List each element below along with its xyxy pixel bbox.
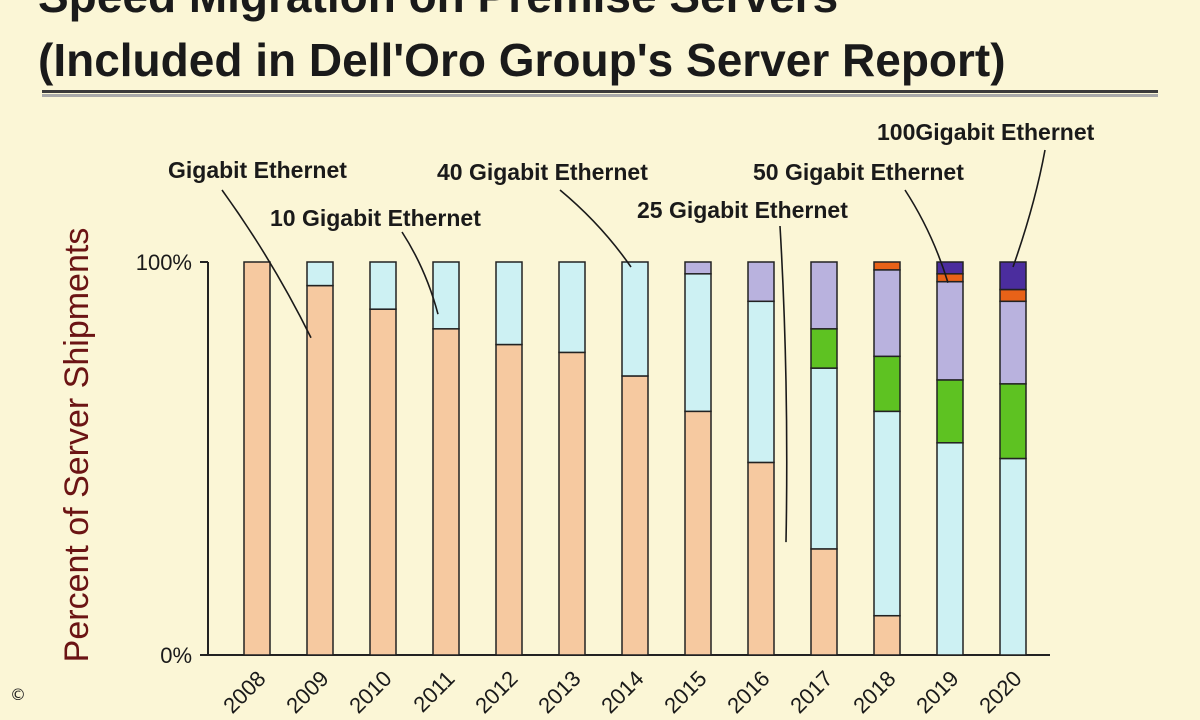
title-underline-shadow <box>42 94 1158 97</box>
bar-segment-2015-40-gigabit-ethernet <box>684 261 712 275</box>
category-label-2015: 2015 <box>659 666 711 718</box>
bar-segment-2014-10-gigabit-ethernet <box>621 261 649 377</box>
y-tick-label-0: 0% <box>160 643 192 668</box>
annotation-50-gigabit-ethernet: 50 Gigabit Ethernet <box>753 159 964 185</box>
category-label-2019: 2019 <box>911 666 963 718</box>
bar-segment-2009-gigabit-ethernet <box>306 284 334 656</box>
bar-segment-2010-10-gigabit-ethernet <box>369 261 397 310</box>
bar-segment-2020-40-gigabit-ethernet <box>999 300 1027 385</box>
bar-segment-2018-40-gigabit-ethernet <box>873 269 901 358</box>
annotation-leader-40-gigabit-ethernet <box>559 189 632 268</box>
category-label-2016: 2016 <box>722 666 774 718</box>
category-label-2012: 2012 <box>470 666 522 718</box>
bar-segment-2019-25-gigabit-ethernet <box>936 379 964 444</box>
annotation-100gigabit-ethernet: 100Gigabit Ethernet <box>877 119 1095 145</box>
category-label-2009: 2009 <box>281 666 333 718</box>
bar-segment-2018-gigabit-ethernet <box>873 614 901 656</box>
bar-segment-2016-10-gigabit-ethernet <box>747 300 775 464</box>
annotation-10-gigabit-ethernet: 10 Gigabit Ethernet <box>270 205 481 231</box>
annotation-25-gigabit-ethernet: 25 Gigabit Ethernet <box>637 197 848 223</box>
bar-segment-2016-gigabit-ethernet <box>747 461 775 656</box>
bar-segment-2017-10-gigabit-ethernet <box>810 367 838 550</box>
bar-segment-2014-gigabit-ethernet <box>621 375 649 656</box>
y-tick-label-100: 100% <box>136 250 192 275</box>
bar-segment-2018-10-gigabit-ethernet <box>873 410 901 617</box>
title-underline <box>42 90 1158 93</box>
copyright-mark: © <box>10 685 26 704</box>
category-label-2020: 2020 <box>974 666 1026 718</box>
bar-segment-2019-40-gigabit-ethernet <box>936 280 964 381</box>
annotations: Gigabit Ethernet 10 Gigabit Ethernet 40 Gi… <box>168 119 1095 543</box>
bar-segment-2019-10-gigabit-ethernet <box>936 442 964 656</box>
annotation-leader-10-gigabit-ethernet <box>401 231 439 315</box>
bar-segment-2017-gigabit-ethernet <box>810 548 838 656</box>
annotation-leader-gigabit-ethernet <box>221 189 312 339</box>
title-line-1: Speed Migration on Premise Servers <box>38 0 838 22</box>
category-label-2011: 2011 <box>408 666 459 717</box>
bar-segment-2020-10-gigabit-ethernet <box>999 457 1027 656</box>
bar-segment-2015-10-gigabit-ethernet <box>684 273 712 413</box>
annotation-gigabit-ethernet: Gigabit Ethernet <box>168 157 347 183</box>
category-label-2008: 2008 <box>218 666 270 718</box>
annotation-leader-25-gigabit-ethernet <box>779 225 788 543</box>
bar-segment-2008-gigabit-ethernet <box>243 261 271 656</box>
category-label-2018: 2018 <box>848 666 900 718</box>
annotation-leader-50-gigabit-ethernet <box>904 189 949 283</box>
bar-segment-2020-50-gigabit-ethernet <box>999 288 1027 303</box>
annotation-leader-100gigabit-ethernet <box>1012 149 1046 268</box>
bar-segment-2011-gigabit-ethernet <box>432 328 460 656</box>
category-label-2010: 2010 <box>344 666 396 718</box>
bars <box>243 261 1027 656</box>
category-labels: 2008 2009 2010 2011 2012 2013 2014 2015 2016 2017… <box>218 666 1026 718</box>
bar-segment-2011-10-gigabit-ethernet <box>432 261 460 330</box>
bar-segment-2010-gigabit-ethernet <box>369 308 397 656</box>
bar-segment-2013-10-gigabit-ethernet <box>558 261 586 354</box>
bar-segment-2015-gigabit-ethernet <box>684 410 712 656</box>
bar-segment-2020-25-gigabit-ethernet <box>999 383 1027 460</box>
bar-segment-2012-gigabit-ethernet <box>495 343 523 656</box>
category-label-2013: 2013 <box>533 666 585 718</box>
category-label-2017: 2017 <box>785 666 837 718</box>
bar-segment-2017-25-gigabit-ethernet <box>810 328 838 369</box>
y-axis-label: Percent of Server Shipments <box>58 228 96 663</box>
chart-title: Speed Migration on Premise Servers (Incl… <box>38 0 1006 86</box>
bar-segment-2009-10-gigabit-ethernet <box>306 261 334 287</box>
bar-segment-2018-50-gigabit-ethernet <box>873 261 901 271</box>
bar-segment-2013-gigabit-ethernet <box>558 351 586 656</box>
bar-segment-2016-40-gigabit-ethernet <box>747 261 775 303</box>
bar-segment-2017-40-gigabit-ethernet <box>810 261 838 330</box>
category-label-2014: 2014 <box>596 666 648 718</box>
title-line-2: (Included in Dell'Oro Group's Server Rep… <box>38 34 1006 86</box>
bar-segment-2019-100gigabit-ethernet <box>936 261 964 275</box>
bar-segment-2018-25-gigabit-ethernet <box>873 355 901 413</box>
bar-segment-2019-50-gigabit-ethernet <box>936 273 964 283</box>
annotation-40-gigabit-ethernet: 40 Gigabit Ethernet <box>437 159 648 185</box>
bar-segment-2012-10-gigabit-ethernet <box>495 261 523 346</box>
